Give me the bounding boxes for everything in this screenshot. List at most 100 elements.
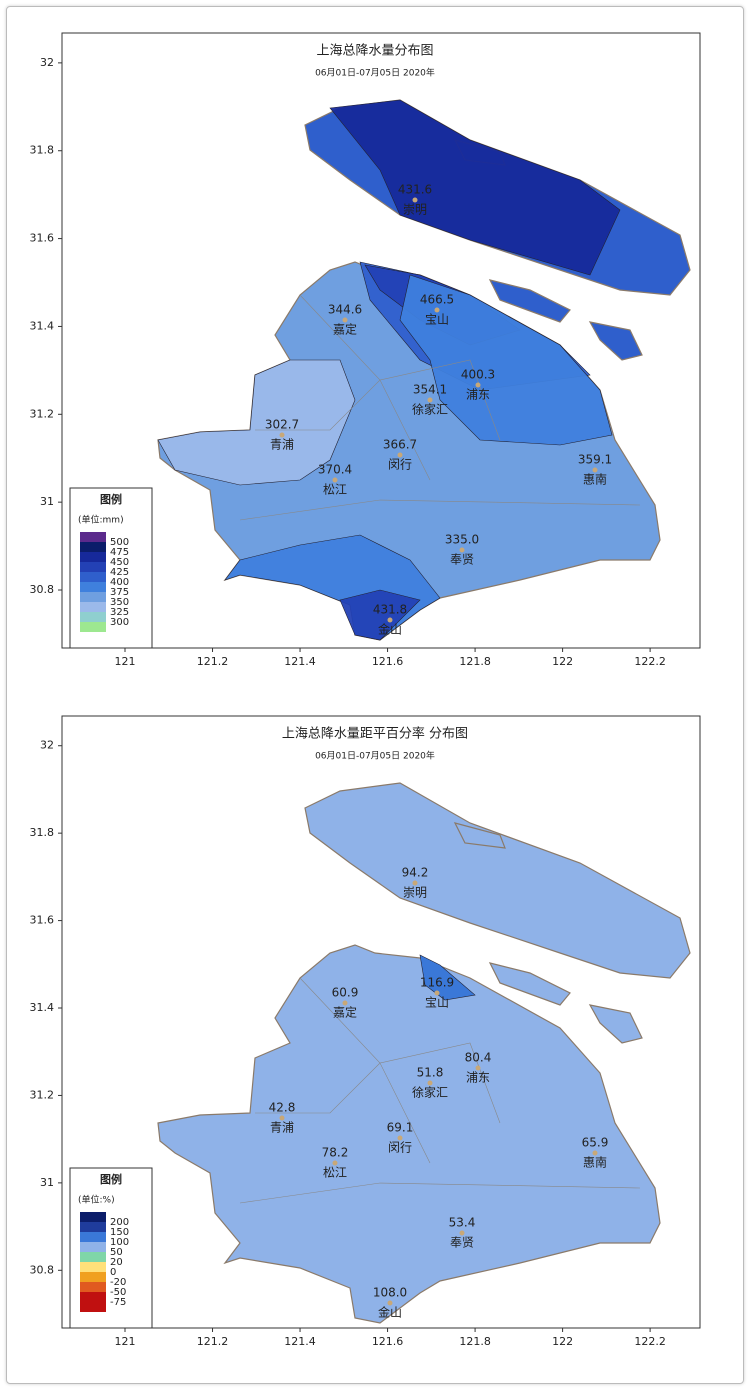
y-tick-label: 31.2 — [30, 407, 55, 420]
legend-swatch — [80, 622, 106, 632]
station-value: 335.0 — [445, 533, 479, 547]
station-value: 60.9 — [332, 986, 359, 1000]
y-tick-label: 32 — [40, 739, 54, 752]
station-name: 松江 — [323, 483, 347, 497]
district-line — [379, 359, 501, 441]
y-tick-label: 31.4 — [30, 319, 55, 332]
station-value: 65.9 — [582, 1136, 609, 1150]
y-tick-label: 31.8 — [30, 144, 55, 157]
district-line — [379, 1042, 501, 1124]
station-name: 奉贤 — [450, 553, 474, 567]
station-name: 惠南 — [583, 472, 607, 487]
station-marker — [592, 1150, 598, 1156]
chart-subtitle: 06月01日-07月05日 2020年 — [315, 67, 435, 79]
legend-swatch — [80, 562, 106, 572]
station-name: 浦东 — [466, 1071, 490, 1085]
station-value: 366.7 — [383, 438, 417, 452]
station-value: 108.0 — [373, 1286, 407, 1300]
station-value: 370.4 — [318, 463, 352, 477]
station-marker — [397, 1135, 403, 1141]
legend-level: 375 — [110, 587, 129, 598]
station-name: 徐家汇 — [412, 1085, 448, 1100]
contour-region — [419, 954, 476, 1001]
legend-level: 50 — [110, 1247, 123, 1258]
island — [304, 782, 691, 979]
x-tick-label: 121 — [115, 655, 136, 668]
x-tick-label: 121.6 — [372, 1335, 404, 1348]
station-name: 闵行 — [388, 1140, 412, 1155]
x-tick-label: 121.2 — [197, 1335, 229, 1348]
y-tick-label: 30.8 — [30, 1263, 55, 1276]
x-tick-label: 121.8 — [459, 655, 491, 668]
y-tick-label: 31.4 — [30, 1001, 55, 1014]
station-marker — [434, 990, 440, 996]
x-tick-label: 121.4 — [284, 655, 316, 668]
legend-swatch — [80, 1252, 106, 1262]
chart-subtitle: 06月01日-07月05日 2020年 — [315, 750, 435, 762]
y-tick-label: 31.6 — [30, 914, 55, 927]
station-marker — [332, 477, 338, 483]
station-value: 354.1 — [413, 383, 447, 397]
station-marker — [387, 617, 393, 623]
x-tick-label: 121.8 — [459, 1335, 491, 1348]
station-value: 431.8 — [373, 603, 407, 617]
x-tick-label: 122 — [552, 655, 573, 668]
station-value: 431.6 — [398, 183, 432, 197]
station-value: 302.7 — [265, 418, 299, 432]
station-marker — [342, 1000, 348, 1006]
station-marker — [427, 397, 433, 403]
station-value: 53.4 — [449, 1216, 476, 1230]
station-value: 51.8 — [417, 1066, 444, 1080]
legend-level: 450 — [110, 557, 129, 568]
legend-swatch — [80, 552, 106, 562]
x-tick-label: 121.4 — [284, 1335, 316, 1348]
map-panel: 121 121.2 121.4 121.6 121.8 122 122.2 30.8 31 31.… — [30, 715, 701, 1348]
x-tick-label: 121.6 — [372, 655, 404, 668]
y-tick-label: 31 — [40, 1176, 54, 1189]
district-line — [255, 379, 381, 431]
legend-level: 0 — [110, 1267, 116, 1278]
station-value: 80.4 — [465, 1051, 492, 1065]
legend-level: -20 — [110, 1277, 126, 1288]
land — [157, 944, 661, 1324]
x-tick-label: 122 — [552, 1335, 573, 1348]
legend-swatch — [80, 1272, 106, 1282]
x-tick-label: 122.2 — [634, 655, 666, 668]
station-marker — [397, 452, 403, 458]
station-name: 宝山 — [425, 996, 449, 1010]
station-marker — [592, 467, 598, 473]
legend-swatch — [80, 612, 106, 622]
legend-swatch — [80, 572, 106, 582]
contour-region — [339, 589, 421, 641]
station-value: 78.2 — [322, 1146, 349, 1160]
station-value: 466.5 — [420, 293, 454, 307]
legend-level: 200 — [110, 1217, 129, 1228]
station-marker — [412, 197, 418, 203]
x-tick-label: 122.2 — [634, 1335, 666, 1348]
legend-swatch — [80, 1222, 106, 1232]
station-name: 闵行 — [388, 457, 412, 472]
station-name: 青浦 — [270, 1121, 294, 1135]
station-marker — [459, 1230, 465, 1236]
station-value: 116.9 — [420, 976, 454, 990]
station-value: 69.1 — [387, 1121, 414, 1135]
station-name: 金山 — [378, 622, 402, 637]
station-value: 42.8 — [269, 1101, 296, 1115]
island — [453, 822, 506, 849]
chart-title: 上海总降水量距平百分率 分布图 — [282, 726, 468, 742]
legend-swatch — [80, 542, 106, 552]
y-tick-label: 31 — [40, 495, 54, 508]
station-name: 浦东 — [466, 388, 490, 402]
y-tick-label: 30.8 — [30, 583, 55, 596]
legend-swatch — [80, 1302, 106, 1312]
legend-swatch — [80, 592, 106, 602]
map-panel: 121 121.2 121.4 121.6 121.8 122 122.2 30.8 31 31.… — [30, 32, 701, 668]
legend-title: 图例 — [100, 492, 122, 506]
station-name: 嘉定 — [333, 322, 357, 337]
legend-level: 100 — [110, 1237, 129, 1248]
legend-swatch — [80, 1292, 106, 1302]
island — [588, 1004, 643, 1044]
legend-swatch — [80, 532, 106, 542]
island — [588, 321, 643, 361]
